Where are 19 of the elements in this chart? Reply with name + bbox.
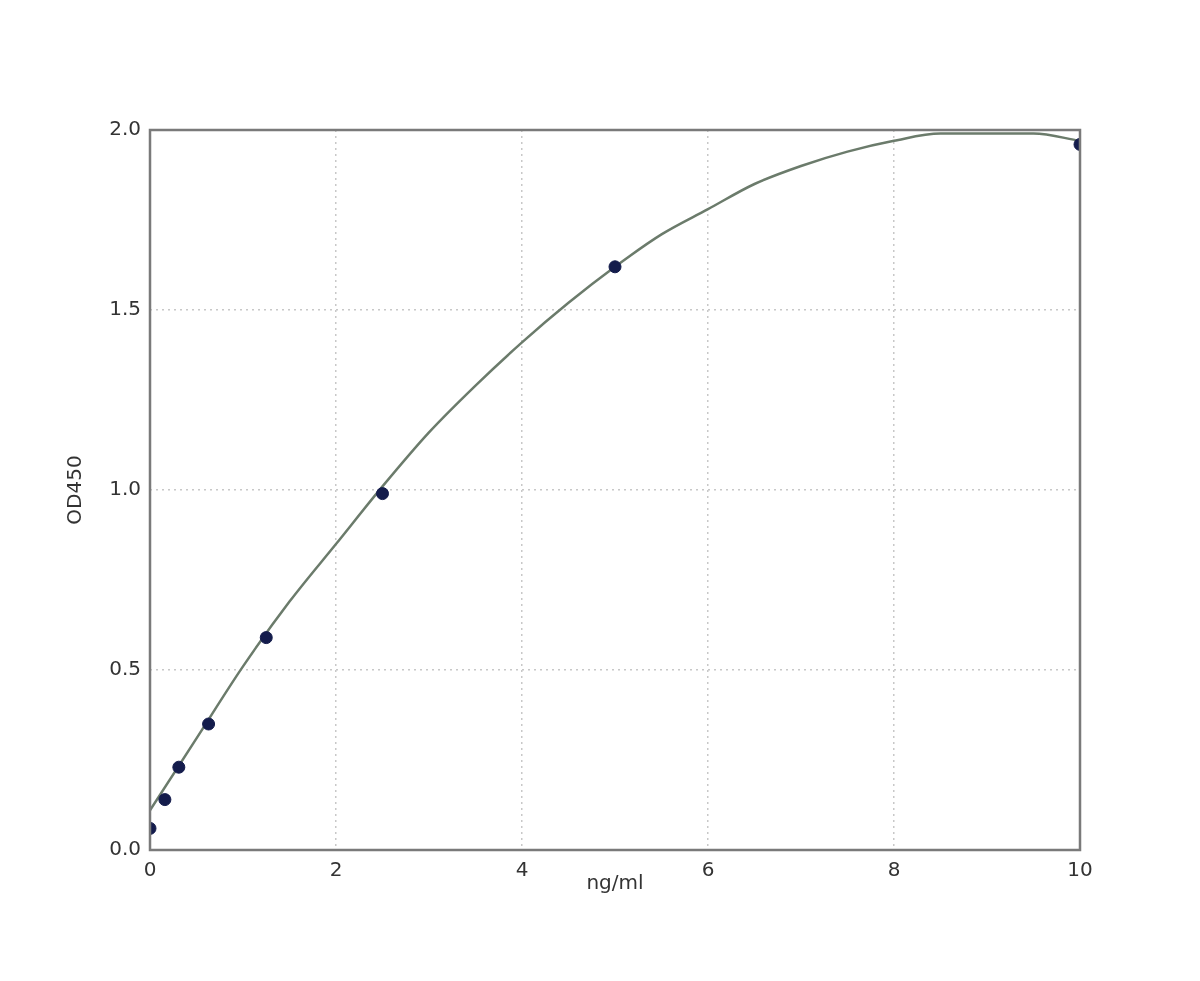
y-tick-label: 1.5 [109, 296, 141, 321]
x-axis-title: ng/ml [586, 870, 644, 895]
y-axis-title: OD450 [62, 455, 87, 525]
y-tick-label: 1.0 [109, 476, 141, 501]
point [376, 487, 389, 501]
x-tick-label: 10 [1067, 857, 1093, 882]
x-tick-label: 0 [143, 857, 157, 882]
point [259, 631, 273, 645]
point [158, 793, 172, 807]
point [608, 260, 622, 274]
point [172, 760, 186, 774]
y-tick-label: 0.0 [109, 836, 141, 861]
x-tick-label: 6 [701, 857, 715, 882]
y-tick-label: 0.5 [109, 656, 141, 681]
x-tick-label: 2 [329, 857, 343, 882]
x-tick-label: 8 [887, 857, 901, 882]
y-tick-label: 2.0 [109, 116, 141, 141]
point [202, 717, 216, 731]
x-tick-label: 4 [515, 857, 529, 882]
